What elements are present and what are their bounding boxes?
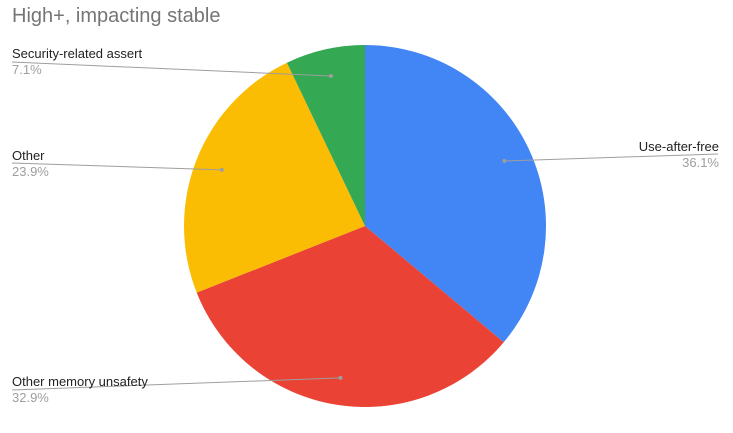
slice-label-other: Other 23.9%	[12, 148, 49, 180]
pie-slice-security-related-assert[interactable]	[286, 45, 365, 226]
chart-title: High+, impacting stable	[12, 5, 221, 27]
leader-line-other	[11, 162, 222, 171]
leader-dot-other	[219, 167, 224, 172]
slice-name-other: Other	[12, 148, 45, 163]
slice-percent-other-memory-unsafety: 32.9%	[12, 390, 49, 405]
slice-name-other-memory-unsafety: Other memory unsafety	[12, 374, 148, 389]
slice-percent-use-after-free: 36.1%	[682, 155, 719, 170]
slice-label-use-after-free: Use-after-free 36.1%	[639, 139, 719, 171]
pie-slice-use-after-free[interactable]	[365, 45, 547, 343]
pie-slice-other[interactable]	[183, 62, 365, 293]
leader-lines	[11, 61, 719, 391]
slice-name-security-related-assert: Security-related assert	[12, 46, 143, 61]
leader-line-security-related-assert	[11, 61, 331, 77]
slice-percent-security-related-assert: 7.1%	[12, 62, 42, 77]
leader-dot-other-memory-unsafety	[338, 375, 343, 380]
slice-name-use-after-free: Use-after-free	[638, 139, 719, 154]
leader-line-other-memory-unsafety	[11, 377, 341, 391]
leader-line-use-after-free	[504, 153, 719, 162]
slice-label-security-related-assert: Security-related assert 7.1%	[12, 46, 142, 78]
leader-dot-security-related-assert	[328, 73, 333, 78]
leader-dot-use-after-free	[502, 158, 507, 163]
slice-percent-other: 23.9%	[12, 164, 49, 179]
slice-label-other-memory-unsafety: Other memory unsafety 32.9%	[12, 374, 148, 406]
pie-slices	[183, 45, 547, 408]
pie-slice-other-memory-unsafety[interactable]	[196, 226, 504, 408]
